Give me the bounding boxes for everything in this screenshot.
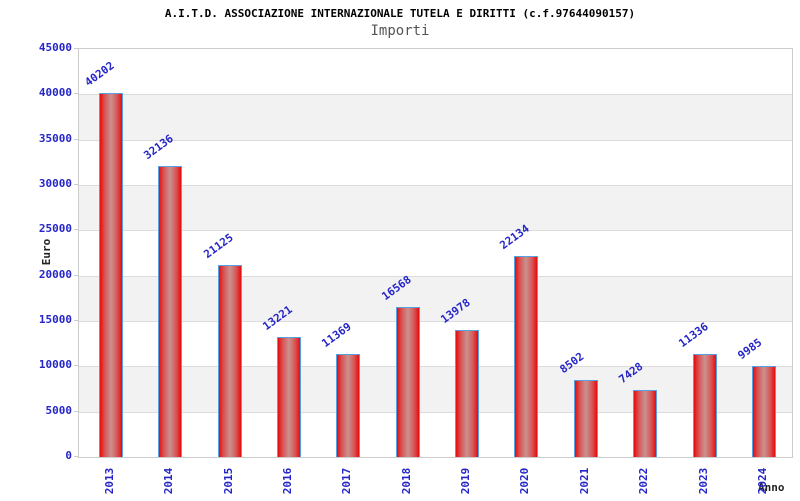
chart-title: A.I.T.D. ASSOCIAZIONE INTERNAZIONALE TUT… xyxy=(164,7,636,20)
y-tick-label: 25000 xyxy=(38,222,72,236)
y-tick-mark xyxy=(74,184,78,185)
bar-2022 xyxy=(633,390,657,457)
y-tick-label: 40000 xyxy=(38,86,72,100)
bar-2016 xyxy=(277,337,301,457)
y-tick-mark xyxy=(74,138,78,140)
x-tick-label-2022: 2022 xyxy=(637,467,650,495)
bar-2021 xyxy=(574,380,598,457)
plot-band xyxy=(79,366,792,412)
x-tick-label-2014: 2014 xyxy=(162,467,175,495)
x-tick-label-2020: 2020 xyxy=(518,467,531,495)
y-axis-label: Euro xyxy=(40,238,53,266)
y-tick-mark xyxy=(74,456,78,457)
y-gridline xyxy=(79,185,792,186)
y-tick-label: 0 xyxy=(65,449,72,462)
y-tick-mark xyxy=(74,274,78,276)
plot-band xyxy=(79,321,792,367)
y-gridline xyxy=(79,94,792,96)
x-tick-label-2015: 2015 xyxy=(222,467,235,495)
y-gridline xyxy=(79,275,792,277)
y-gridline xyxy=(79,321,792,322)
plot-band xyxy=(79,230,792,276)
y-tick-mark xyxy=(74,410,78,412)
y-gridline xyxy=(79,230,792,232)
y-tick-label: 20000 xyxy=(38,267,72,281)
y-tick-mark xyxy=(74,93,78,95)
plot-band xyxy=(79,94,792,140)
plot-band xyxy=(79,185,792,231)
plot-band xyxy=(79,139,792,185)
bar-2015 xyxy=(218,265,242,457)
plot-band xyxy=(79,49,792,95)
bar-2019 xyxy=(455,330,479,457)
x-tick-label-2018: 2018 xyxy=(400,467,413,495)
bar-2023 xyxy=(693,354,717,457)
y-tick-label: 5000 xyxy=(45,403,73,417)
y-gridline xyxy=(79,366,792,368)
y-tick-label: 30000 xyxy=(38,177,72,190)
y-tick-label: 35000 xyxy=(38,131,72,145)
bar-2024 xyxy=(752,366,776,457)
x-axis-label: Anno xyxy=(758,481,785,494)
y-gridline xyxy=(79,411,792,413)
x-tick-label-2023: 2023 xyxy=(697,467,710,495)
bar-2020 xyxy=(514,256,538,457)
x-tick-label-2013: 2013 xyxy=(103,467,116,495)
y-tick-mark xyxy=(74,229,78,231)
bar-2014 xyxy=(158,166,182,457)
chart-subtitle: Importi xyxy=(370,23,430,39)
x-tick-label-2019: 2019 xyxy=(459,467,472,495)
y-tick-label: 45000 xyxy=(38,41,72,54)
bar-2013 xyxy=(99,93,123,457)
bar-2018 xyxy=(396,307,420,457)
y-tick-label: 10000 xyxy=(38,358,72,372)
plot-band xyxy=(79,411,792,457)
x-tick-label-2024: 2024 xyxy=(756,467,769,495)
plot-band xyxy=(79,275,792,321)
y-tick-mark xyxy=(74,48,78,49)
y-tick-label: 15000 xyxy=(38,313,72,326)
bar-2017 xyxy=(336,354,360,457)
y-tick-mark xyxy=(74,365,78,367)
x-tick-label-2017: 2017 xyxy=(340,467,353,495)
plot-area: 40202 32136 21125 13221 11369 16568 13978 22134… xyxy=(78,48,793,458)
y-gridline xyxy=(79,139,792,141)
y-tick-mark xyxy=(74,320,78,321)
x-tick-label-2016: 2016 xyxy=(281,467,294,495)
x-tick-label-2021: 2021 xyxy=(578,467,591,495)
